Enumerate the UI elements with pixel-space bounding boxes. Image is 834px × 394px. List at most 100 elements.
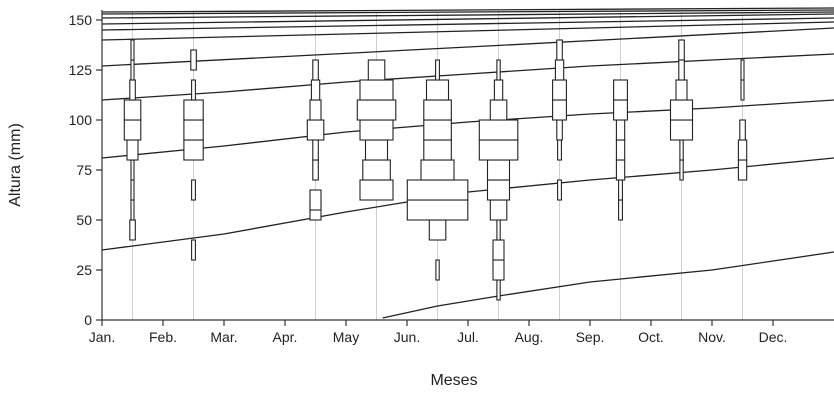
x-tick-label-8: Sep. — [576, 329, 605, 345]
histogram-4-bin-6 — [423, 119, 452, 141]
histogram-4-bin-4 — [420, 159, 455, 181]
histogram-3-bin-0 — [359, 179, 394, 201]
histogram-8-bin-1 — [679, 139, 684, 161]
histogram-0-bin-8 — [130, 59, 135, 81]
x-tick-label-0: Jan. — [89, 329, 115, 345]
histogram-0-bin-5 — [123, 119, 142, 141]
histogram-6-bin-0 — [557, 179, 562, 201]
histogram-4-bin-5 — [423, 139, 452, 161]
histogram-3-bin-1 — [362, 159, 391, 181]
histogram-8-bin-2 — [669, 119, 694, 141]
histogram-1-bin-6 — [190, 49, 197, 71]
histogram-5-bin-5 — [486, 179, 511, 201]
x-tick-label-7: Aug. — [515, 329, 544, 345]
x-tick-label-2: Mar. — [210, 329, 237, 345]
histogram-2-bin-1 — [309, 189, 322, 211]
histogram-7-bin-0 — [618, 199, 623, 221]
histogram-3-bin-2 — [364, 139, 389, 161]
histogram-7-bin-6 — [613, 79, 628, 101]
x-tick-label-3: Apr. — [273, 329, 298, 345]
x-tick-label-11: Dec. — [759, 329, 788, 345]
histogram-5-bin-4 — [489, 199, 508, 221]
histogram-5-bin-11 — [496, 59, 501, 81]
histogram-0-bin-7 — [129, 79, 136, 101]
histogram-6-bin-2 — [556, 119, 563, 141]
histogram-0-bin-4 — [126, 139, 139, 161]
x-ticks: Jan. Feb. Mar. Apr. May Jun. Jul. Aug. Sep. Oct. N… — [89, 320, 788, 345]
histogram-9-bin-1 — [737, 139, 748, 161]
histogram-1-bin-4 — [183, 99, 204, 121]
histogram-3-bin-6 — [367, 59, 386, 81]
histogram-0-bin-0 — [129, 219, 136, 241]
histogram-2-bin-4 — [306, 119, 325, 141]
histogram-6-bin-3 — [552, 99, 567, 121]
histogram-4-bin-0 — [435, 259, 440, 281]
growth-curve-2 — [101, 11, 834, 19]
histogram-6-bin-6 — [556, 39, 563, 61]
histogram-5-bin-6 — [486, 159, 511, 181]
y-tick-label-0: 0 — [84, 312, 92, 328]
growth-curve-7 — [101, 53, 834, 101]
histogram-3-bin-4 — [356, 99, 397, 121]
x-tick-label-10: Nov. — [698, 329, 726, 345]
y-tick-label-4: 100 — [69, 112, 93, 128]
histogram-9-bin-0 — [737, 159, 748, 181]
histogram-4-bin-3 — [406, 179, 469, 201]
growth-curve-8 — [101, 99, 834, 159]
histogram-5-bin-9 — [489, 99, 508, 121]
histogram-3-bin-5 — [359, 79, 394, 101]
y-tick-label-1: 25 — [76, 262, 92, 278]
histogram-3-bin-3 — [359, 119, 394, 141]
histogram-2-bin-7 — [312, 59, 319, 81]
histogram-8-bin-5 — [678, 59, 685, 81]
histogram-0-bin-3 — [130, 159, 135, 181]
histogram-8-bin-3 — [669, 99, 694, 121]
x-tick-label-6: Jul. — [457, 329, 479, 345]
histogram-6-bin-1 — [557, 139, 562, 161]
growth-curve-10 — [382, 251, 834, 319]
histogram-7-bin-2 — [615, 159, 626, 181]
histogram-8-bin-4 — [675, 79, 688, 101]
histogram-5-bin-8 — [478, 119, 519, 141]
growth-curve-4 — [101, 17, 834, 31]
y-tick-label-5: 125 — [69, 62, 93, 78]
histogram-0-bin-1 — [130, 199, 135, 221]
histogram-9-bin-2 — [739, 119, 746, 141]
histogram-8-bin-6 — [678, 39, 685, 61]
histogram-5-bin-3 — [496, 219, 501, 241]
histogram-0-bin-6 — [123, 99, 142, 121]
histogram-4-bin-1 — [428, 219, 447, 241]
histogram-0-bin-2 — [130, 179, 135, 201]
histogram-2-bin-3 — [312, 139, 319, 161]
histogram-1-bin-0 — [191, 239, 196, 261]
histogram-1-bin-3 — [183, 119, 204, 141]
histogram-5-bin-2 — [492, 239, 505, 261]
x-tick-label-9: Oct. — [638, 329, 664, 345]
histogram-1-bin-1 — [191, 179, 196, 201]
y-tick-label-2: 50 — [76, 212, 92, 228]
histogram-6-bin-4 — [552, 79, 567, 101]
histogram-4-bin-8 — [425, 79, 450, 101]
histogram-2-bin-6 — [310, 79, 321, 101]
y-tick-label-6: 150 — [69, 12, 93, 28]
histogram-0-bin-9 — [130, 39, 135, 61]
growth-curve-0 — [101, 7, 834, 13]
growth-curves — [101, 7, 834, 319]
histogram-7-bin-1 — [618, 179, 623, 201]
y-ticks: 0 25 50 75 100 125 150 — [69, 12, 102, 328]
x-tick-label-1: Feb. — [149, 329, 177, 345]
histogram-4-bin-9 — [435, 59, 440, 81]
histogram-5-bin-7 — [478, 139, 519, 161]
x-tick-label-5: Jun. — [394, 329, 420, 345]
x-tick-label-4: May — [333, 329, 359, 345]
histogram-2-bin-2 — [312, 159, 319, 181]
length-frequency-histograms — [123, 39, 748, 301]
histogram-7-bin-3 — [615, 139, 626, 161]
growth-curve-1 — [101, 9, 834, 15]
histogram-7-bin-5 — [613, 99, 628, 121]
histogram-7-bin-4 — [615, 119, 626, 141]
histogram-5-bin-10 — [493, 79, 504, 101]
histogram-5-bin-0 — [496, 279, 501, 301]
growth-curve-6 — [101, 27, 834, 67]
